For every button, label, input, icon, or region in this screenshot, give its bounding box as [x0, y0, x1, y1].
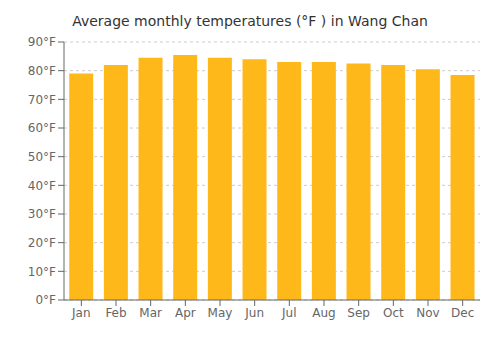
svg-text:80°F: 80°F [28, 64, 56, 78]
svg-text:60°F: 60°F [28, 121, 56, 135]
svg-text:0°F: 0°F [35, 293, 56, 307]
svg-text:Nov: Nov [416, 306, 439, 320]
svg-text:Sep: Sep [347, 306, 370, 320]
html-text:Average monthly temperatures (: Average monthly temperatures (°F ) in Wa… [72, 13, 428, 29]
svg-text:Jun: Jun [244, 306, 264, 320]
svg-text:10°F: 10°F [28, 265, 56, 279]
svg-text:20°F: 20°F [28, 236, 56, 250]
svg-text:Feb: Feb [105, 306, 126, 320]
svg-text:Jul: Jul [281, 306, 296, 320]
svg-text:70°F: 70°F [28, 93, 56, 107]
svg-text:Mar: Mar [139, 306, 162, 320]
svg-text:30°F: 30°F [28, 207, 56, 221]
svg-text:40°F: 40°F [28, 179, 56, 193]
svg-text:90°F: 90°F [28, 35, 56, 49]
svg-text:Oct: Oct [383, 306, 404, 320]
svg-text:Aug: Aug [312, 306, 335, 320]
svg-text:50°F: 50°F [28, 150, 56, 164]
svg-text:Dec: Dec [451, 306, 474, 320]
svg-text:Apr: Apr [175, 306, 196, 320]
svg-text:May: May [208, 306, 233, 320]
svg-text:Jan: Jan [71, 306, 91, 320]
